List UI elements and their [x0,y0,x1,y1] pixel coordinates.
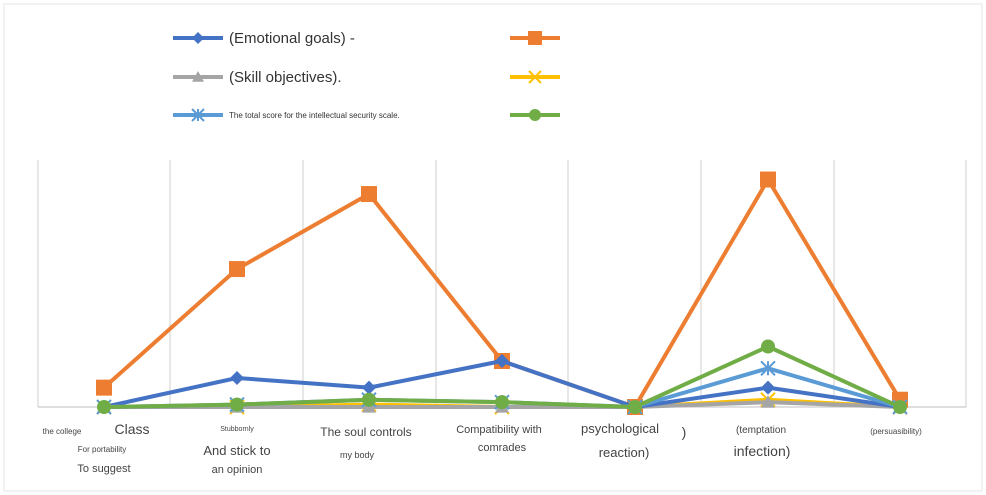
x-tick-label-3-0: Compatibility with [456,424,542,436]
legend-swatch-marker-3-b [528,70,542,84]
series-1-point-0 [96,379,112,396]
x-tick-label-3-1: comrades [478,442,527,454]
x-tick-5: (temptation infection) [734,425,791,459]
legend-item-4: The total score for the intellectual sec… [173,108,400,122]
legend-label-0: (Emotional goals) - [229,30,355,47]
x-tick-4: psychological) reaction) [581,421,686,460]
x-tick-label-1-0: Stubbornly [220,426,254,433]
x-tick-labels: the college Class For portability To sugges… [43,421,922,476]
series-1-point-1 [229,261,245,278]
x-tick-label-0-3: To suggest [77,463,130,475]
series-layer [96,171,908,415]
series-5-point-3 [495,395,509,410]
legend-item-0: (Emotional goals) - [173,30,355,47]
x-tick-label-5-1: infection) [734,443,791,459]
series-0-point-3 [495,354,509,369]
x-tick-2: The soul controls my body [320,425,411,460]
series-2-point-5 [761,395,775,408]
x-tick-label-0-2: For portability [78,445,126,454]
x-tick-label-4-2: reaction) [599,445,650,460]
series-0-point-1 [230,370,244,385]
legend-item-1 [510,31,560,45]
series-1-point-5 [760,171,776,188]
x-tick-label-0-1: Class [114,421,149,437]
x-tick-label-1-2: an opinion [212,464,263,476]
x-tick-6: (persuasibility) [870,427,922,436]
x-tick-1: Stubbornly And stick to an opinion [203,426,270,476]
legend-swatch-marker-0 [192,32,204,44]
legend-swatch-marker-2 [192,71,204,82]
x-tick-label-5-0: (temptation [736,425,786,436]
series-5-point-4 [628,400,642,414]
series-5 [97,339,907,414]
x-tick-label-4-0: psychological [581,421,659,436]
x-tick-label-2-1: my body [340,450,375,460]
series-5-point-2 [362,392,376,407]
legend-swatch-marker-5 [529,109,541,121]
chart-frame [3,3,983,492]
legend-item-2: (Skill objectives). [173,69,342,86]
legend-item-3 [510,70,560,84]
legend-swatch-marker-3 [528,70,542,84]
series-4-point-5 [760,360,776,376]
series-1-point-2 [361,186,377,203]
series-0-point-5 [761,380,775,395]
legend-swatch-marker-4 [191,108,205,122]
x-tick-label-6-0: (persuasibility) [870,427,922,436]
series-5-point-0 [97,400,111,414]
x-tick-label-4-1: ) [682,424,687,440]
series-5-point-5 [761,339,775,354]
x-tick-label-0-0: the college [43,427,82,436]
legend-label-4: The total score for the intellectual sec… [229,111,400,120]
legend: (Emotional goals) - (Skill objectives). Th… [173,30,560,122]
x-tick-0: the college Class For portability To sugges… [43,421,150,475]
x-tick-3: Compatibility with comrades [456,424,542,454]
legend-label-2: (Skill objectives). [229,69,342,86]
series-0-point-2 [362,380,376,395]
series-5-point-6 [893,400,907,414]
series-5-point-1 [230,397,244,412]
legend-swatch-marker-1 [528,31,542,45]
x-tick-label-2-0: The soul controls [320,425,411,439]
x-tick-label-1-1: And stick to [203,443,270,458]
legend-item-5 [510,109,560,121]
